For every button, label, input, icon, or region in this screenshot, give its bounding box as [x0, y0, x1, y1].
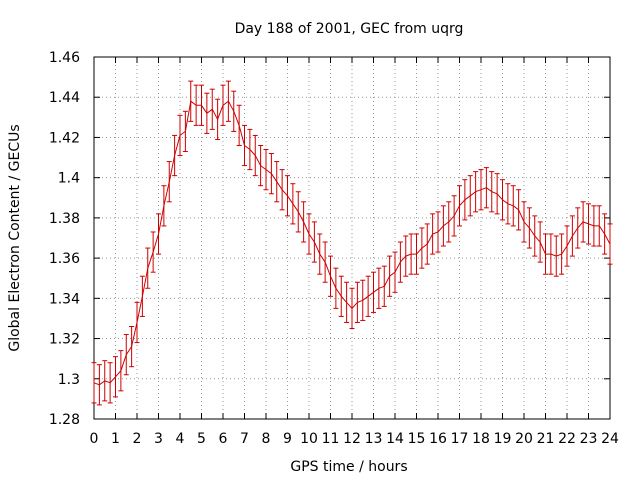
y-tick-label: 1.46	[49, 50, 80, 66]
x-tick-label: 9	[283, 431, 292, 447]
x-tick-label: 4	[176, 431, 185, 447]
grid-lines	[94, 57, 610, 419]
y-tick-label: 1.44	[49, 90, 80, 106]
x-tick-label: 5	[197, 431, 206, 447]
y-tick-label: 1.32	[49, 332, 80, 348]
x-tick-label: 16	[429, 431, 447, 447]
chart-title: Day 188 of 2001, GEC from uqrg	[235, 21, 464, 37]
axis-ticks	[93, 56, 611, 420]
y-axis-label: Global Electron Content / GECUs	[7, 124, 23, 351]
x-tick-label: 19	[494, 431, 512, 447]
x-tick-label: 11	[322, 431, 340, 447]
x-tick-label: 14	[386, 431, 404, 447]
x-tick-label: 0	[90, 431, 99, 447]
series-line	[93, 100, 611, 386]
x-tick-label: 13	[365, 431, 383, 447]
x-tick-label: 3	[154, 431, 163, 447]
y-tick-label: 1.4	[58, 171, 80, 187]
x-tick-label: 12	[343, 431, 361, 447]
x-tick-label: 22	[558, 431, 576, 447]
x-tick-label: 6	[219, 431, 228, 447]
y-tick-label: 1.38	[49, 211, 80, 227]
y-tick-label: 1.34	[49, 291, 80, 307]
x-tick-label: 23	[580, 431, 598, 447]
x-tick-label: 20	[515, 431, 533, 447]
x-tick-label: 15	[408, 431, 426, 447]
x-tick-label: 8	[262, 431, 271, 447]
x-tick-labels: 0 1 2 3 4 5 6 7 8 9 10 11 12 13 14 15 16 17 18 19 20 21 22 23 24	[90, 431, 619, 447]
y-tick-label: 1.42	[49, 130, 80, 146]
x-tick-label: 2	[133, 431, 142, 447]
x-tick-label: 21	[537, 431, 555, 447]
x-tick-label: 7	[240, 431, 249, 447]
y-tick-label: 1.36	[49, 251, 80, 267]
x-tick-label: 17	[451, 431, 469, 447]
x-axis-label: GPS time / hours	[290, 459, 407, 475]
y-tick-labels: 1.28 1.3 1.32 1.34 1.36 1.38 1.4 1.42 1.44 1.46	[49, 50, 80, 428]
x-tick-label: 1	[111, 431, 120, 447]
x-tick-label: 24	[601, 431, 619, 447]
gec-series	[91, 80, 613, 406]
y-tick-label: 1.3	[58, 372, 80, 388]
y-tick-label: 1.28	[49, 412, 80, 428]
x-tick-label: 10	[300, 431, 318, 447]
x-tick-label: 18	[472, 431, 490, 447]
